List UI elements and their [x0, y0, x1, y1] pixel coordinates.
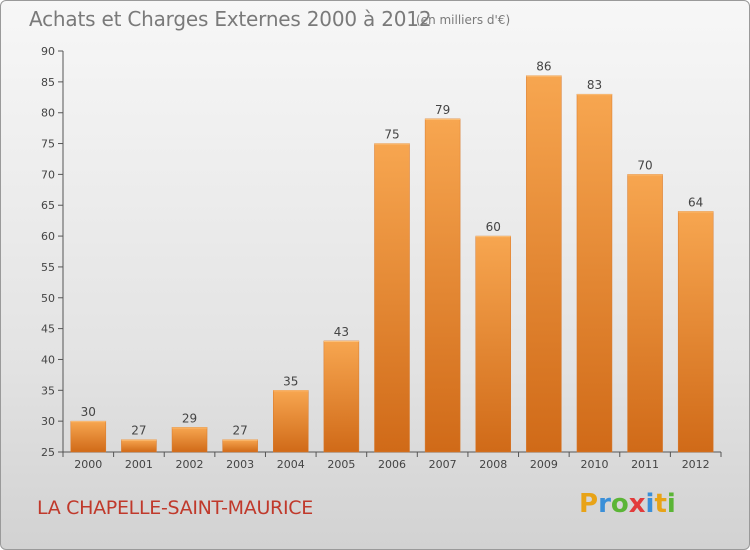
chart-title: Achats et Charges Externes 2000 à 2012 — [29, 7, 432, 31]
logo-letter: x — [628, 489, 646, 519]
x-tick-label-2000: 2000 — [74, 458, 102, 471]
x-tick-label-2004: 2004 — [277, 458, 305, 471]
bar-2010 — [576, 93, 613, 453]
x-tick-label-2007: 2007 — [429, 458, 457, 471]
y-tick-label: 30 — [41, 415, 55, 428]
y-tick-label: 45 — [41, 323, 55, 336]
y-tick-label: 65 — [41, 199, 55, 212]
y-tick-label: 25 — [41, 446, 55, 459]
bar-2011 — [627, 174, 663, 453]
logo-letter: t — [654, 489, 667, 519]
bar-2007 — [424, 118, 461, 453]
value-label-2010: 83 — [587, 78, 602, 92]
value-label-2007: 79 — [435, 103, 450, 117]
chart-subtitle: (en milliers d'€) — [416, 13, 511, 27]
y-tick-label: 70 — [41, 168, 55, 181]
x-tick-label-2002: 2002 — [176, 458, 204, 471]
bar-2009 — [526, 75, 562, 453]
logo-letter: P — [579, 489, 599, 519]
y-tick-label: 80 — [41, 107, 55, 120]
x-tick-label-2003: 2003 — [226, 458, 254, 471]
x-tick-label-2001: 2001 — [125, 458, 153, 471]
y-tick-label: 85 — [41, 76, 55, 89]
logo-letter: i — [645, 489, 655, 519]
x-tick-label-2012: 2012 — [682, 458, 710, 471]
commune-name: LA CHAPELLE-SAINT-MAURICE — [37, 497, 313, 519]
bar-2004 — [273, 390, 309, 453]
y-tick-label: 90 — [41, 45, 55, 58]
value-label-2001: 27 — [131, 424, 146, 438]
y-tick-label: 55 — [41, 261, 55, 274]
y-tick-label: 60 — [41, 230, 55, 243]
logo-letter: r — [598, 489, 611, 519]
x-tick-label-2010: 2010 — [580, 458, 608, 471]
y-tick-label: 75 — [41, 138, 55, 151]
value-label-2000: 30 — [81, 405, 96, 419]
x-tick-label-2011: 2011 — [631, 458, 659, 471]
logo-letter: i — [666, 489, 676, 519]
y-tick-label: 40 — [41, 353, 55, 366]
x-tick-label-2009: 2009 — [530, 458, 558, 471]
value-label-2002: 29 — [182, 411, 197, 425]
value-label-2008: 60 — [486, 220, 501, 234]
x-tick-label-2005: 2005 — [327, 458, 355, 471]
bar-2003 — [222, 439, 258, 453]
bar-2002 — [171, 427, 208, 453]
proxiti-logo: Proxiti — [579, 489, 676, 519]
y-tick-label: 50 — [41, 292, 55, 305]
logo-letter: o — [610, 489, 629, 519]
value-label-2009: 86 — [536, 60, 551, 74]
value-label-2003: 27 — [233, 424, 248, 438]
bar-2008 — [475, 235, 511, 453]
bar-2005 — [323, 340, 360, 453]
value-label-2006: 75 — [384, 128, 399, 142]
value-label-2005: 43 — [334, 325, 349, 339]
value-label-2004: 35 — [283, 374, 298, 388]
bar-2001 — [121, 439, 157, 453]
bar-2006 — [374, 143, 410, 453]
bar-2000 — [70, 420, 107, 453]
x-tick-label-2008: 2008 — [479, 458, 507, 471]
y-tick-label: 35 — [41, 384, 55, 397]
bar-2012 — [677, 211, 714, 453]
x-tick-label-2006: 2006 — [378, 458, 406, 471]
value-label-2011: 70 — [637, 158, 652, 172]
value-label-2012: 64 — [688, 195, 703, 209]
